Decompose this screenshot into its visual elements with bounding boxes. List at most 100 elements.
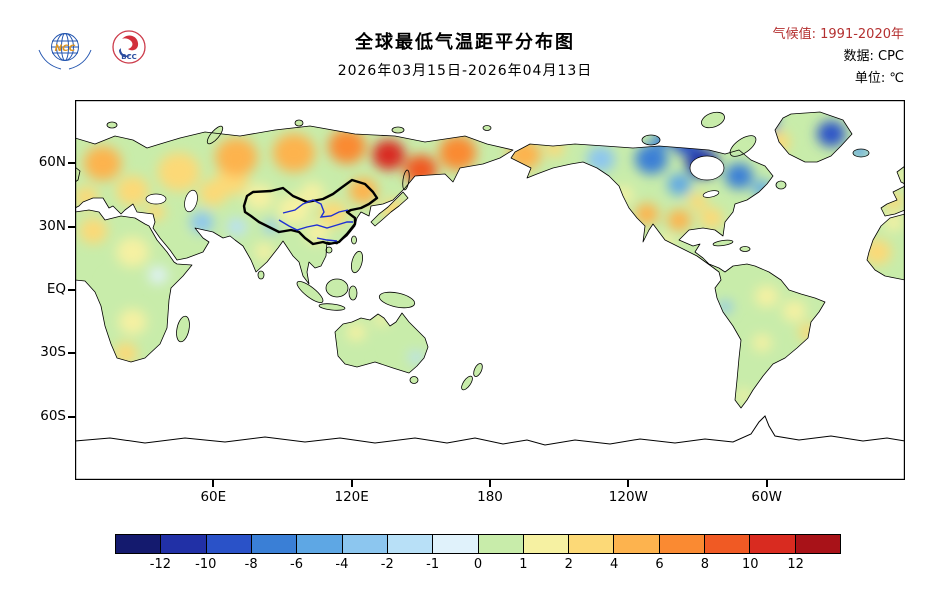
anomaly-blob bbox=[319, 201, 348, 227]
pearl-river bbox=[316, 237, 338, 242]
anomaly-blob bbox=[667, 173, 691, 196]
anomaly-blob bbox=[75, 186, 99, 208]
colorbar-cell bbox=[478, 535, 524, 553]
anomaly-blob bbox=[586, 146, 615, 172]
antarctica-coastline bbox=[75, 415, 905, 446]
lat-tick-mark bbox=[68, 162, 75, 165]
lon-tick-mark bbox=[765, 480, 768, 487]
anomaly-blob bbox=[766, 131, 790, 153]
climate-base-line: 气候值: 1991-2020年 bbox=[773, 24, 904, 46]
meta-block: 气候值: 1991-2020年 数据: CPC 单位: ℃ bbox=[773, 24, 904, 90]
colorbar-cell bbox=[705, 535, 751, 553]
anomaly-blob bbox=[83, 146, 122, 181]
world-map bbox=[75, 100, 905, 480]
map-frame bbox=[75, 100, 905, 480]
anomaly-blob bbox=[272, 133, 316, 173]
anomaly-blob bbox=[736, 389, 751, 402]
lat-tick-label: 30S bbox=[40, 344, 66, 361]
unit-value: ℃ bbox=[889, 71, 904, 86]
anomaly-blob bbox=[782, 300, 807, 322]
colorbar-tick-label: -2 bbox=[380, 557, 394, 572]
colorbar-cell bbox=[206, 535, 252, 553]
anomaly-blob bbox=[199, 180, 228, 206]
data-source-value: CPC bbox=[878, 49, 904, 64]
lat-tick-label: EQ bbox=[46, 281, 66, 297]
anomaly-blob bbox=[157, 152, 200, 192]
bcc-crescent-icon bbox=[119, 48, 131, 58]
anomaly-blob bbox=[754, 285, 779, 308]
lon-tick-label: 120W bbox=[608, 489, 648, 505]
colorbar-cell bbox=[433, 535, 479, 553]
anomaly-blob bbox=[346, 323, 366, 341]
colorbar-tick-label: 0 bbox=[473, 557, 483, 572]
anomaly-blob bbox=[148, 266, 168, 284]
colorbar-labels: -12 -10 -8 -6 -4 -2 -1 0 1 2 4 6 8 10 12 bbox=[115, 557, 841, 573]
lon-tick-label: 180 bbox=[477, 489, 503, 505]
data-source-line: 数据: CPC bbox=[773, 46, 904, 68]
colorbar-tick-label: -10 bbox=[195, 557, 217, 572]
anomaly-blob bbox=[215, 137, 258, 177]
world-map-svg bbox=[75, 100, 905, 480]
lat-tick-mark bbox=[68, 352, 75, 355]
colorbar-tick-label: 12 bbox=[787, 557, 804, 572]
colorbar-tick-label: 2 bbox=[564, 557, 573, 572]
unit-label: 单位: bbox=[854, 71, 886, 86]
colorbar-cell bbox=[523, 535, 570, 553]
anomaly-blob bbox=[227, 218, 246, 236]
anomaly-blob bbox=[116, 175, 149, 206]
lat-tick-label: 30N bbox=[38, 217, 66, 234]
anomaly-blob bbox=[667, 209, 691, 232]
anomaly-blob bbox=[190, 211, 214, 234]
lat-tick-label: 60N bbox=[38, 154, 66, 171]
colorbar-cell bbox=[659, 535, 706, 553]
anomaly-blob bbox=[116, 237, 149, 267]
temperature-anomaly-field bbox=[75, 109, 905, 408]
colorbar-tick-label: 6 bbox=[655, 557, 664, 572]
colorbar-tick-label: -1 bbox=[426, 557, 440, 572]
colorbar-cell bbox=[569, 535, 615, 553]
lat-tick-mark bbox=[68, 225, 75, 228]
climate-base-value: 1991-2020年 bbox=[820, 27, 904, 42]
colorbar-tick-label: -4 bbox=[335, 557, 349, 572]
data-source-label: 数据: bbox=[843, 49, 874, 64]
anomaly-blob bbox=[305, 222, 329, 244]
page-title: 全球最低气温距平分布图 bbox=[355, 32, 575, 53]
anomaly-blob bbox=[409, 351, 424, 364]
anomaly-blob bbox=[614, 186, 634, 204]
anomaly-blob bbox=[104, 275, 129, 297]
colorbar-cell bbox=[795, 535, 840, 553]
unit-line: 单位: ℃ bbox=[773, 68, 904, 90]
anomaly-blob bbox=[545, 140, 564, 158]
anomaly-blob bbox=[752, 334, 772, 352]
anomaly-blob bbox=[438, 135, 477, 170]
ncc-logo-text: NCC bbox=[55, 44, 76, 54]
china-rivers bbox=[278, 199, 353, 242]
colorbar bbox=[115, 534, 841, 554]
lat-tick-mark bbox=[68, 415, 75, 418]
lon-tick-label: 60E bbox=[200, 489, 227, 505]
anomaly-blob bbox=[79, 218, 108, 244]
lon-tick-mark bbox=[627, 480, 630, 487]
anomaly-blob bbox=[337, 346, 352, 360]
bcc-logo: BCC bbox=[104, 26, 154, 78]
colorbar-cell bbox=[750, 535, 796, 553]
lakes-and-inland-seas bbox=[145, 155, 725, 213]
colorbar-cell bbox=[342, 535, 388, 553]
colorbar-cell bbox=[297, 535, 343, 553]
colorbar-tick-label: 1 bbox=[519, 557, 528, 572]
anomaly-blob bbox=[688, 192, 707, 210]
lon-tick-label: 120E bbox=[334, 489, 369, 505]
anomaly-blob bbox=[635, 203, 659, 225]
anomaly-blob bbox=[388, 292, 408, 310]
bcc-logo-graphic: BCC bbox=[112, 30, 146, 64]
yellow-river bbox=[282, 199, 349, 218]
anomaly-blob bbox=[372, 139, 405, 170]
ncc-logo: NCC bbox=[36, 26, 94, 78]
colorbar-cell bbox=[251, 535, 298, 553]
lon-tick-label: 60W bbox=[751, 489, 782, 505]
anomaly-blob bbox=[365, 256, 385, 274]
anomaly-blob bbox=[293, 247, 318, 270]
lon-tick-mark bbox=[212, 480, 215, 487]
lat-tick-label: 60S bbox=[40, 407, 66, 424]
